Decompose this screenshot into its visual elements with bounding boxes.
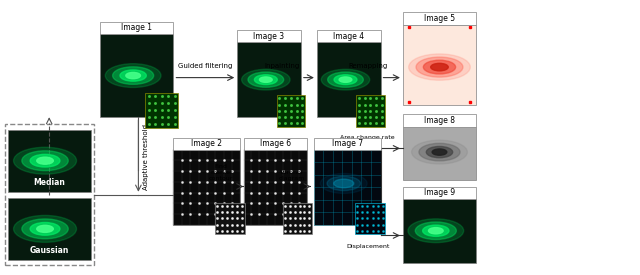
Circle shape [422, 225, 449, 236]
Circle shape [113, 67, 154, 84]
Circle shape [339, 77, 352, 82]
Circle shape [36, 157, 53, 164]
Circle shape [30, 154, 60, 167]
FancyBboxPatch shape [276, 95, 305, 126]
Circle shape [409, 54, 470, 80]
Text: Gaussian: Gaussian [29, 246, 69, 255]
Circle shape [333, 179, 354, 188]
FancyBboxPatch shape [283, 203, 312, 234]
FancyBboxPatch shape [403, 12, 476, 24]
Text: Guided filtering: Guided filtering [178, 64, 232, 70]
FancyBboxPatch shape [403, 186, 476, 199]
Text: Adaptive threshold: Adaptive threshold [143, 123, 149, 189]
Text: Area change rate: Area change rate [340, 135, 395, 140]
FancyBboxPatch shape [145, 93, 179, 128]
Text: Image 2: Image 2 [191, 139, 222, 148]
Circle shape [13, 147, 77, 174]
FancyBboxPatch shape [403, 24, 476, 105]
FancyBboxPatch shape [244, 138, 307, 150]
Circle shape [328, 72, 364, 87]
FancyBboxPatch shape [314, 150, 381, 225]
FancyBboxPatch shape [244, 150, 307, 225]
Circle shape [126, 72, 140, 79]
FancyBboxPatch shape [403, 114, 476, 126]
FancyBboxPatch shape [237, 42, 301, 117]
Circle shape [416, 57, 463, 77]
Circle shape [36, 225, 53, 232]
Circle shape [22, 151, 68, 170]
Circle shape [259, 77, 272, 82]
Text: Voronoi
diagram: Voronoi diagram [278, 170, 305, 181]
Text: Image 9: Image 9 [424, 188, 455, 197]
Circle shape [432, 149, 447, 155]
FancyBboxPatch shape [215, 203, 245, 234]
Circle shape [30, 222, 60, 235]
Circle shape [431, 63, 448, 71]
FancyBboxPatch shape [8, 130, 91, 192]
Text: Displacement: Displacement [346, 244, 390, 249]
Circle shape [426, 147, 452, 158]
Text: Image 4: Image 4 [333, 32, 364, 41]
FancyBboxPatch shape [8, 198, 91, 260]
Text: Median: Median [33, 178, 65, 187]
Text: Image 1: Image 1 [122, 23, 152, 32]
Circle shape [321, 69, 370, 90]
FancyBboxPatch shape [173, 150, 241, 225]
FancyBboxPatch shape [317, 30, 381, 42]
Text: Image 5: Image 5 [424, 14, 455, 23]
FancyBboxPatch shape [403, 126, 476, 180]
FancyBboxPatch shape [173, 138, 241, 150]
Circle shape [415, 222, 456, 240]
FancyBboxPatch shape [356, 95, 385, 126]
Circle shape [22, 219, 68, 239]
Circle shape [13, 215, 77, 242]
Text: Find
marker
contour: Find marker contour [209, 164, 234, 181]
Text: Image 6: Image 6 [260, 139, 291, 148]
Circle shape [320, 174, 367, 193]
Circle shape [408, 219, 463, 243]
FancyBboxPatch shape [355, 203, 385, 234]
Circle shape [429, 228, 443, 234]
Circle shape [334, 75, 357, 84]
Text: Inpainting: Inpainting [264, 64, 300, 70]
Text: Remapping: Remapping [348, 64, 387, 70]
FancyBboxPatch shape [403, 199, 476, 263]
Circle shape [248, 72, 284, 87]
Text: Image 8: Image 8 [424, 116, 455, 125]
FancyBboxPatch shape [100, 22, 173, 34]
Circle shape [106, 64, 161, 87]
Circle shape [242, 69, 290, 90]
Circle shape [419, 143, 460, 161]
Text: Image 7: Image 7 [332, 139, 363, 148]
FancyBboxPatch shape [100, 34, 173, 117]
Circle shape [120, 70, 147, 81]
FancyBboxPatch shape [314, 138, 381, 150]
Circle shape [412, 140, 467, 164]
Text: Image 3: Image 3 [253, 32, 285, 41]
Circle shape [254, 75, 277, 84]
FancyBboxPatch shape [317, 42, 381, 117]
Circle shape [327, 176, 360, 191]
FancyBboxPatch shape [237, 30, 301, 42]
Circle shape [423, 60, 456, 74]
